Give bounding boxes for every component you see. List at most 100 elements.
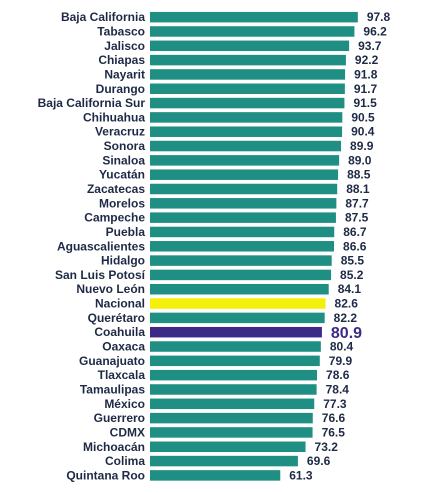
value-label-mexico: 77.3: [323, 397, 347, 411]
bar-coahuila: [150, 326, 322, 338]
category-label-nuevo-leon: Nuevo León: [76, 282, 145, 296]
category-label-michoacan: Michoacán: [83, 440, 145, 454]
value-label-nacional: 82.6: [335, 297, 359, 311]
value-label-campeche: 87.5: [345, 211, 369, 225]
bar-mexico: [150, 398, 315, 410]
value-label-hidalgo: 85.5: [341, 254, 365, 268]
bar-nayarit: [150, 69, 346, 80]
bar-puebla: [150, 226, 335, 238]
bar-guanajuato: [150, 355, 320, 367]
category-label-tamaulipas: Tamaulipas: [80, 382, 145, 396]
bar-tlaxcala: [150, 369, 318, 381]
value-label-nuevo-leon: 84.1: [338, 282, 362, 296]
bar-chiapas: [150, 54, 346, 66]
value-label-michoacan: 73.2: [315, 440, 339, 454]
value-label-oaxaca: 80.4: [330, 340, 354, 354]
value-label-chiapas: 92.2: [355, 53, 379, 67]
category-label-chiapas: Chiapas: [98, 53, 145, 67]
category-label-guerrero: Guerrero: [94, 411, 145, 425]
bar-nuevo-leon: [150, 283, 329, 295]
category-label-tabasco: Tabasco: [97, 24, 145, 38]
bar-quintana-roo: [150, 470, 281, 481]
value-label-queretaro: 82.2: [334, 311, 358, 325]
value-label-tabasco: 96.2: [363, 24, 387, 38]
bar-sinaloa: [150, 155, 340, 166]
category-label-aguascalientes: Aguascalientes: [57, 239, 145, 253]
category-label-campeche: Campeche: [84, 211, 145, 225]
category-label-quintana-roo: Quintana Roo: [66, 468, 145, 482]
category-label-guanajuato: Guanajuato: [79, 354, 145, 368]
category-label-coahuila: Coahuila: [94, 325, 145, 339]
category-label-puebla: Puebla: [106, 225, 146, 239]
category-label-mexico: México: [104, 397, 145, 411]
category-label-yucatan: Yucatán: [99, 168, 145, 182]
value-label-chihuahua: 90.5: [351, 110, 375, 124]
category-label-jalisco: Jalisco: [104, 39, 145, 53]
bar-zacatecas: [150, 183, 338, 195]
bar-tamaulipas: [150, 384, 317, 395]
category-label-oaxaca: Oaxaca: [102, 340, 145, 354]
value-label-coahuila: 80.9: [331, 325, 362, 342]
bar-baja-california-sur: [150, 97, 345, 109]
category-label-colima: Colima: [105, 454, 145, 468]
bar-cdmx: [150, 427, 313, 438]
bar-sonora: [150, 140, 342, 152]
bar-jalisco: [150, 40, 350, 52]
bar-campeche: [150, 212, 336, 223]
category-label-veracruz: Veracruz: [95, 125, 145, 139]
bar-morelos: [150, 198, 337, 209]
category-label-sinaloa: Sinaloa: [102, 153, 145, 167]
bar-colima: [150, 455, 298, 467]
bar-san-luis-potosi: [150, 269, 332, 281]
value-label-san-luis-potosi: 85.2: [340, 268, 364, 282]
value-label-colima: 69.6: [307, 454, 331, 468]
bar-tabasco: [150, 26, 355, 37]
value-label-sinaloa: 89.0: [348, 153, 372, 167]
category-label-baja-california: Baja California: [61, 10, 145, 24]
value-label-tlaxcala: 78.6: [326, 368, 350, 382]
value-label-guerrero: 76.6: [322, 411, 346, 425]
category-label-hidalgo: Hidalgo: [101, 254, 145, 268]
value-label-cdmx: 76.5: [322, 425, 346, 439]
bar-nacional: [150, 298, 326, 309]
category-label-morelos: Morelos: [99, 196, 145, 210]
value-label-durango: 91.7: [354, 82, 378, 96]
value-label-baja-california-sur: 91.5: [353, 96, 377, 110]
category-label-chihuahua: Chihuahua: [83, 110, 145, 124]
bar-baja-california: [150, 11, 358, 23]
bar-yucatan: [150, 169, 339, 180]
value-label-nayarit: 91.8: [354, 67, 378, 81]
category-label-nayarit: Nayarit: [104, 67, 145, 81]
category-label-durango: Durango: [96, 82, 145, 96]
value-label-aguascalientes: 86.6: [343, 239, 367, 253]
value-label-sonora: 89.9: [350, 139, 374, 153]
value-label-quintana-roo: 61.3: [289, 468, 313, 482]
value-label-zacatecas: 88.1: [346, 182, 370, 196]
category-label-san-luis-potosi: San Luis Potosí: [55, 268, 146, 282]
bar-durango: [150, 83, 345, 95]
category-label-cdmx: CDMX: [110, 425, 145, 439]
value-label-baja-california: 97.8: [367, 10, 391, 24]
bar-michoacan: [150, 441, 306, 453]
bar-veracruz: [150, 126, 343, 137]
bar-oaxaca: [150, 341, 321, 352]
category-label-baja-california-sur: Baja California Sur: [38, 96, 146, 110]
bar-hidalgo: [150, 255, 332, 266]
category-label-sonora: Sonora: [104, 139, 146, 153]
value-label-morelos: 87.7: [345, 196, 369, 210]
bar-guerrero: [150, 412, 313, 424]
value-label-yucatan: 88.5: [347, 168, 371, 182]
category-label-zacatecas: Zacatecas: [87, 182, 145, 196]
bar-aguascalientes: [150, 241, 335, 252]
category-label-tlaxcala: Tlaxcala: [98, 368, 146, 382]
value-label-guanajuato: 79.9: [329, 354, 353, 368]
category-label-queretaro: Querétaro: [88, 311, 145, 325]
bar-chihuahua: [150, 112, 343, 123]
value-label-puebla: 86.7: [343, 225, 367, 239]
value-label-jalisco: 93.7: [358, 39, 382, 53]
category-label-nacional: Nacional: [95, 297, 145, 311]
value-label-veracruz: 90.4: [351, 125, 375, 139]
bar-queretaro: [150, 312, 325, 324]
value-label-tamaulipas: 78.4: [326, 382, 350, 396]
